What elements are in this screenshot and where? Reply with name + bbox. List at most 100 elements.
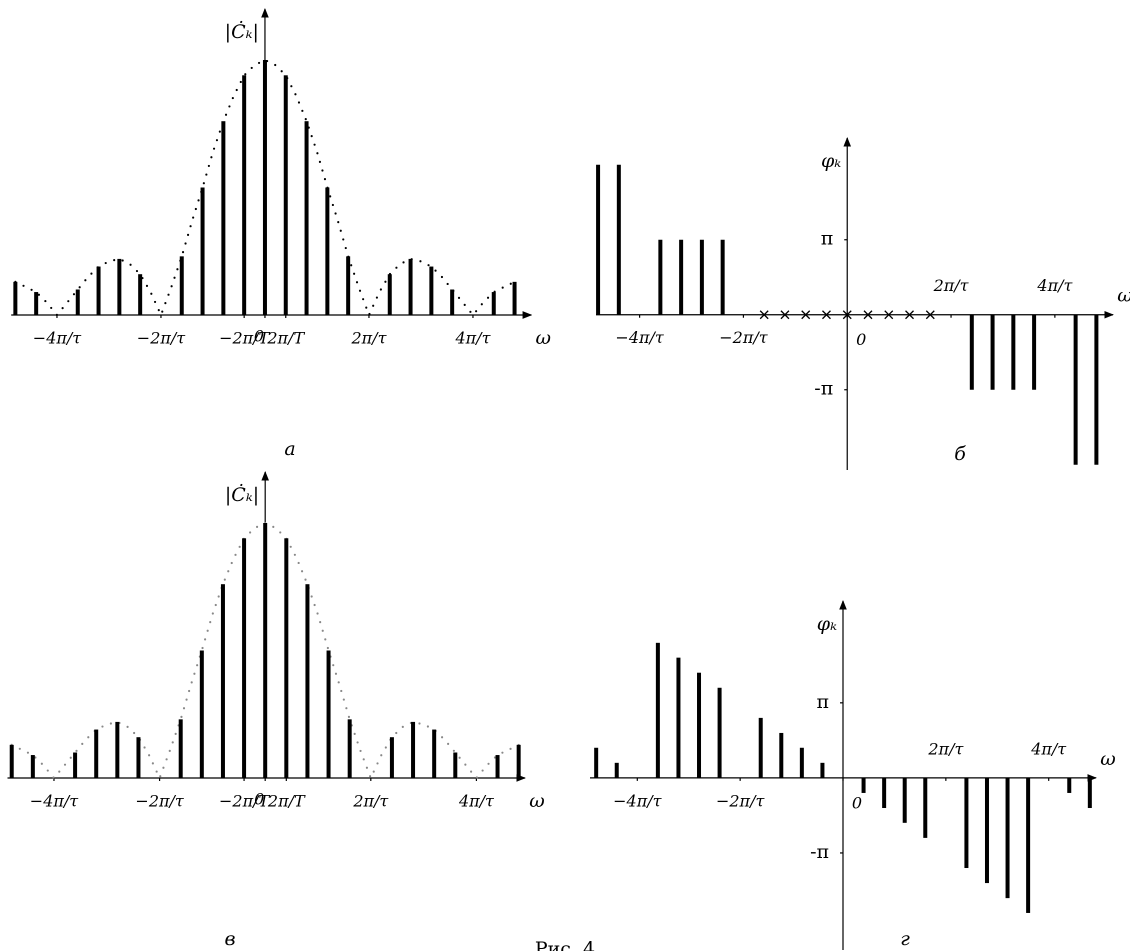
stem xyxy=(512,281,517,315)
stem xyxy=(305,584,310,778)
stem xyxy=(720,239,725,315)
stem xyxy=(432,729,437,778)
zero-marker xyxy=(863,310,873,320)
stem xyxy=(179,256,184,315)
x-tick-label: 4π/τ xyxy=(1030,739,1067,758)
stem xyxy=(495,755,500,778)
stem xyxy=(758,717,763,778)
stem xyxy=(325,187,330,315)
stem xyxy=(990,314,995,390)
stem xyxy=(614,762,619,778)
x-tick-label: −4π/τ xyxy=(33,329,82,348)
y-tick-label: -π xyxy=(810,841,829,863)
x-tick-label: −2π/τ xyxy=(716,791,765,810)
stem xyxy=(242,75,247,315)
stem xyxy=(491,292,496,315)
stem xyxy=(676,657,681,778)
stem xyxy=(799,747,804,778)
stem xyxy=(389,737,394,778)
stem xyxy=(34,292,39,315)
x-tick-label: 2π/T xyxy=(267,792,306,811)
stem xyxy=(73,752,78,778)
stem xyxy=(136,737,141,778)
x-tick-label: 0 xyxy=(254,327,264,346)
x-tick-label: 4π/τ xyxy=(454,329,491,348)
stem xyxy=(96,266,101,315)
stem xyxy=(902,777,907,823)
stem xyxy=(408,258,413,315)
stem xyxy=(138,274,143,315)
zero-marker xyxy=(925,310,935,320)
zero-marker xyxy=(780,310,790,320)
stem xyxy=(516,744,521,778)
stem xyxy=(717,687,722,778)
x-tick-label: −4π/τ xyxy=(615,328,664,347)
y-axis-label: φₖ xyxy=(817,613,837,635)
stem xyxy=(199,650,204,778)
stem xyxy=(882,777,887,809)
stem xyxy=(242,538,247,778)
panel-label: а xyxy=(284,438,295,460)
x-axis-label: ω xyxy=(529,790,545,812)
stem xyxy=(1005,777,1010,899)
x-tick-label: 0 xyxy=(856,330,866,349)
stem xyxy=(594,747,599,778)
stem xyxy=(387,274,392,315)
stem xyxy=(284,538,289,778)
stem xyxy=(923,777,928,838)
zero-marker xyxy=(759,310,769,320)
y-axis-label: |Ċₖ| xyxy=(225,483,259,506)
stem xyxy=(9,744,14,778)
zero-marker xyxy=(801,310,811,320)
y-axis-label: |Ċₖ| xyxy=(225,20,259,43)
stem xyxy=(861,777,866,793)
zero-marker xyxy=(842,310,852,320)
x-tick-label: −4π/τ xyxy=(613,791,662,810)
x-axis-label: ω xyxy=(535,327,551,349)
stem xyxy=(220,584,225,778)
stem xyxy=(655,642,660,778)
stem xyxy=(283,75,288,315)
stem xyxy=(679,239,684,315)
x-axis-label: ω xyxy=(1117,285,1130,307)
zero-marker xyxy=(905,310,914,320)
x-tick-label: 0 xyxy=(254,790,264,809)
panel-label: в xyxy=(224,928,235,950)
stem xyxy=(1032,314,1037,390)
stem xyxy=(697,672,702,778)
x-tick-label: −2π/T xyxy=(219,329,270,348)
stem xyxy=(1087,777,1092,809)
stem xyxy=(616,164,621,315)
x-tick-label: 4π/τ xyxy=(1036,276,1073,295)
x-tick-label: 2π/τ xyxy=(350,329,387,348)
x-tick-label: 2π/τ xyxy=(933,276,970,295)
x-tick-label: 2π/τ xyxy=(352,792,389,811)
x-tick-label: −2π/T xyxy=(219,792,270,811)
y-tick-label: π xyxy=(821,228,834,250)
stem xyxy=(347,719,352,778)
stem xyxy=(200,187,205,315)
stem xyxy=(779,732,784,778)
y-tick-label: -π xyxy=(814,378,833,400)
stem xyxy=(1073,314,1078,465)
zero-marker xyxy=(884,310,894,320)
stem xyxy=(820,762,825,778)
stem xyxy=(94,729,99,778)
panel-label: б xyxy=(954,443,966,465)
stem xyxy=(453,752,458,778)
x-tick-label: 2π/T xyxy=(266,329,305,348)
stem xyxy=(411,721,416,778)
x-tick-label: −2π/τ xyxy=(135,792,184,811)
x-tick-label: −2π/τ xyxy=(719,328,768,347)
stem xyxy=(13,281,18,315)
stem xyxy=(117,258,122,315)
stem xyxy=(178,719,183,778)
x-tick-label: 2π/τ xyxy=(927,739,964,758)
y-axis-label: φₖ xyxy=(821,150,841,172)
caption: Рис. 4 xyxy=(535,938,595,951)
x-tick-label: −4π/τ xyxy=(30,792,79,811)
stem xyxy=(1094,314,1099,465)
stem xyxy=(658,239,663,315)
stem xyxy=(984,777,989,884)
